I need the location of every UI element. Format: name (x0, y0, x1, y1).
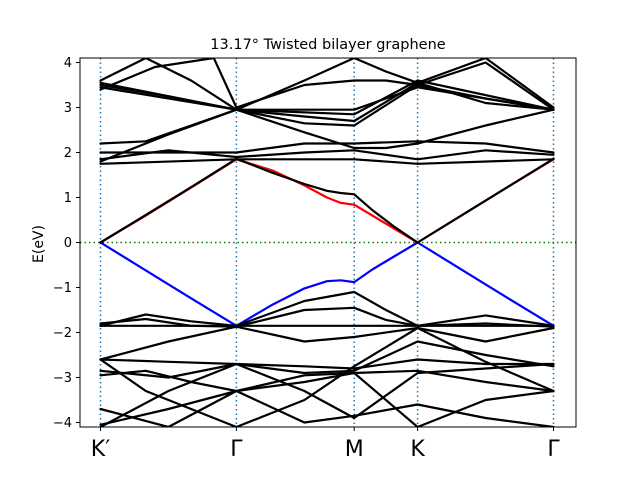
band-line-3 (99, 157, 555, 244)
y-tick-label: 2 (64, 146, 72, 161)
y-tick-label: −2 (53, 326, 72, 341)
band-line-20 (99, 369, 555, 393)
y-tick-label: 1 (64, 191, 72, 206)
band-line-7 (99, 108, 555, 150)
x-axis-ticks: K′ Γ M K Γ (91, 427, 560, 462)
x-tick-label: K (410, 437, 425, 462)
y-tick-label: −4 (53, 416, 72, 431)
y-axis-label: E(eV) (31, 225, 47, 263)
band-line-17 (99, 325, 555, 361)
band-line-22 (99, 371, 555, 427)
y-tick-label: −1 (53, 281, 72, 296)
band-line-2 (99, 241, 555, 327)
band-line-18 (99, 358, 555, 370)
x-tick-label: Γ (230, 437, 243, 462)
band-line-21 (99, 362, 555, 427)
band-line-9 (99, 81, 555, 123)
band-line-19 (99, 340, 555, 379)
y-tick-label: 0 (64, 236, 72, 251)
x-tick-label: Γ (547, 437, 560, 462)
y-tick-label: −3 (53, 371, 72, 386)
band-lines (99, 58, 555, 427)
band-line-12 (99, 58, 555, 111)
band-line-10 (99, 86, 555, 111)
chart-title: 13.17° Twisted bilayer graphene (210, 37, 445, 53)
band-line-23 (99, 389, 555, 427)
band-line-16 (99, 306, 555, 328)
band-line-11 (99, 79, 555, 116)
y-tick-label: 3 (64, 101, 72, 116)
band-line-15 (99, 290, 555, 327)
x-tick-label: K′ (91, 437, 110, 462)
x-tick-label: M (345, 437, 364, 462)
band-line-13 (99, 58, 555, 111)
band-line-4 (99, 158, 555, 165)
y-tick-label: 4 (64, 56, 72, 71)
band-line-24 (99, 326, 555, 427)
y-axis-ticks: −4 −3 −2 −1 0 1 2 3 4 (53, 56, 80, 431)
band-line-6 (99, 140, 555, 154)
